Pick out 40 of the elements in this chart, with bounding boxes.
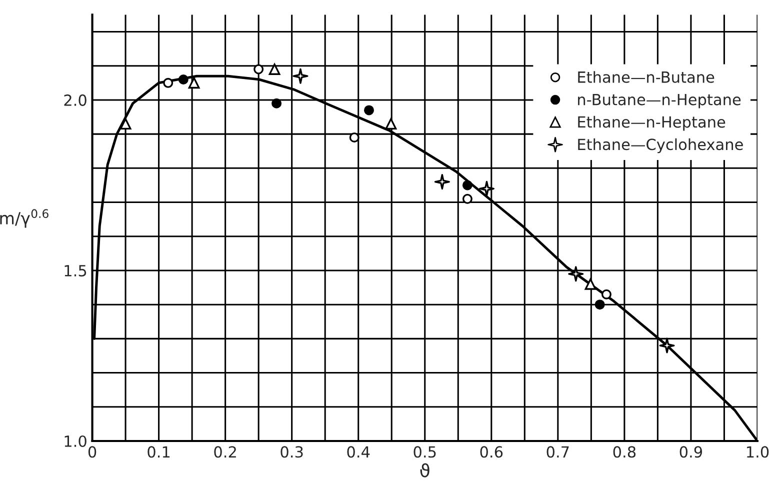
x-axis-title: ϑ (420, 463, 430, 478)
point (272, 98, 282, 108)
x-tick-label: 0.4 (347, 446, 370, 458)
point (594, 300, 605, 310)
point (254, 64, 264, 74)
y-axis-title: m/γ$^{0.6}$ (0, 209, 48, 228)
x-tick-label: 0.3 (280, 446, 303, 458)
x-tick-label: 0.2 (214, 446, 236, 458)
y-tick-label: 2.0 (64, 94, 86, 106)
x-tick-label: 0.7 (546, 446, 569, 458)
point (349, 132, 360, 142)
x-tick-label: 1.0 (746, 446, 769, 458)
point (462, 194, 472, 204)
point (364, 105, 374, 116)
point (188, 77, 200, 89)
legend-label: Ethane—n-Heptane (578, 116, 726, 131)
x-tick-label: 0.5 (414, 446, 436, 458)
point (163, 78, 174, 88)
point (120, 118, 132, 130)
point (478, 180, 495, 196)
x-tick-label: 0.9 (680, 446, 702, 458)
point (178, 74, 188, 84)
legend-label: Ethane—n-Butane (578, 71, 714, 83)
point (659, 338, 675, 354)
point (292, 68, 308, 84)
point (601, 289, 612, 300)
x-tick-label: 0.8 (613, 446, 636, 458)
point (385, 118, 397, 130)
x-tick-label: 0.6 (480, 446, 503, 458)
y-tick-label: 1.5 (64, 265, 86, 276)
legend-label: n-Butane—n-Heptane (578, 94, 741, 108)
point (584, 278, 596, 290)
point (568, 266, 584, 282)
point (434, 174, 450, 190)
y-tick-label: 1.0 (64, 435, 86, 448)
x-tick-label: 0.1 (148, 446, 170, 458)
point (462, 180, 472, 190)
point (268, 64, 280, 75)
x-tick-label: 0 (88, 446, 96, 458)
legend-label: Ethane—Cyclohexane (578, 138, 743, 154)
